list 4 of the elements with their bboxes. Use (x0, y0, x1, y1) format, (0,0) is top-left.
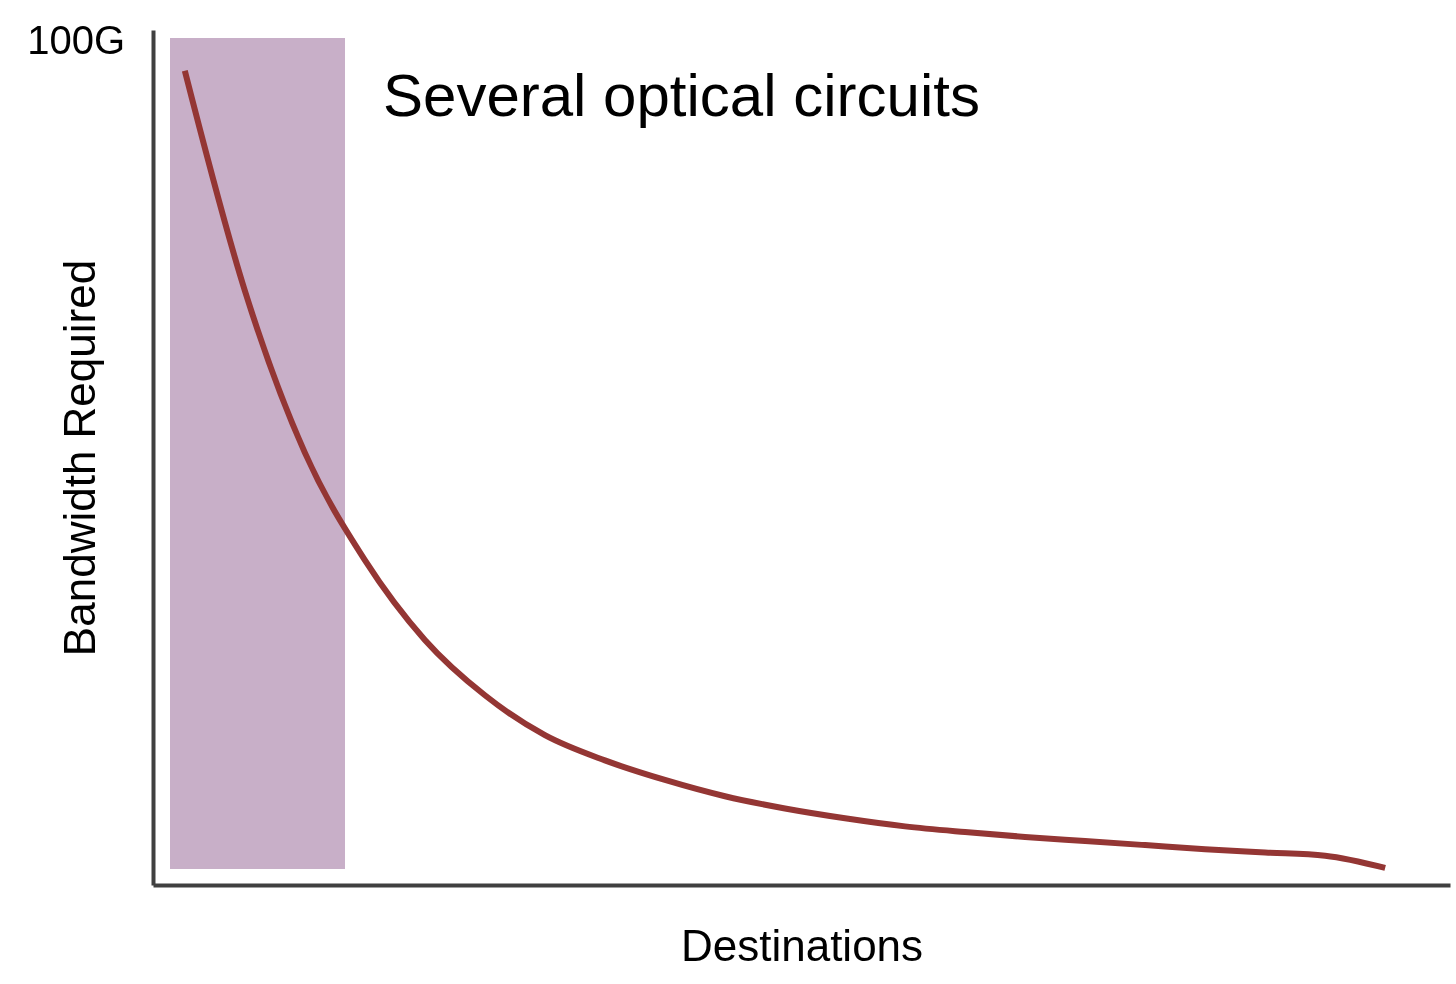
text: 100G (27, 18, 125, 62)
annotation: Several optical circuits (383, 62, 980, 129)
y-axis-title: Bandwidth Required (54, 259, 104, 657)
x-axis-title: Destinations (680, 920, 924, 970)
